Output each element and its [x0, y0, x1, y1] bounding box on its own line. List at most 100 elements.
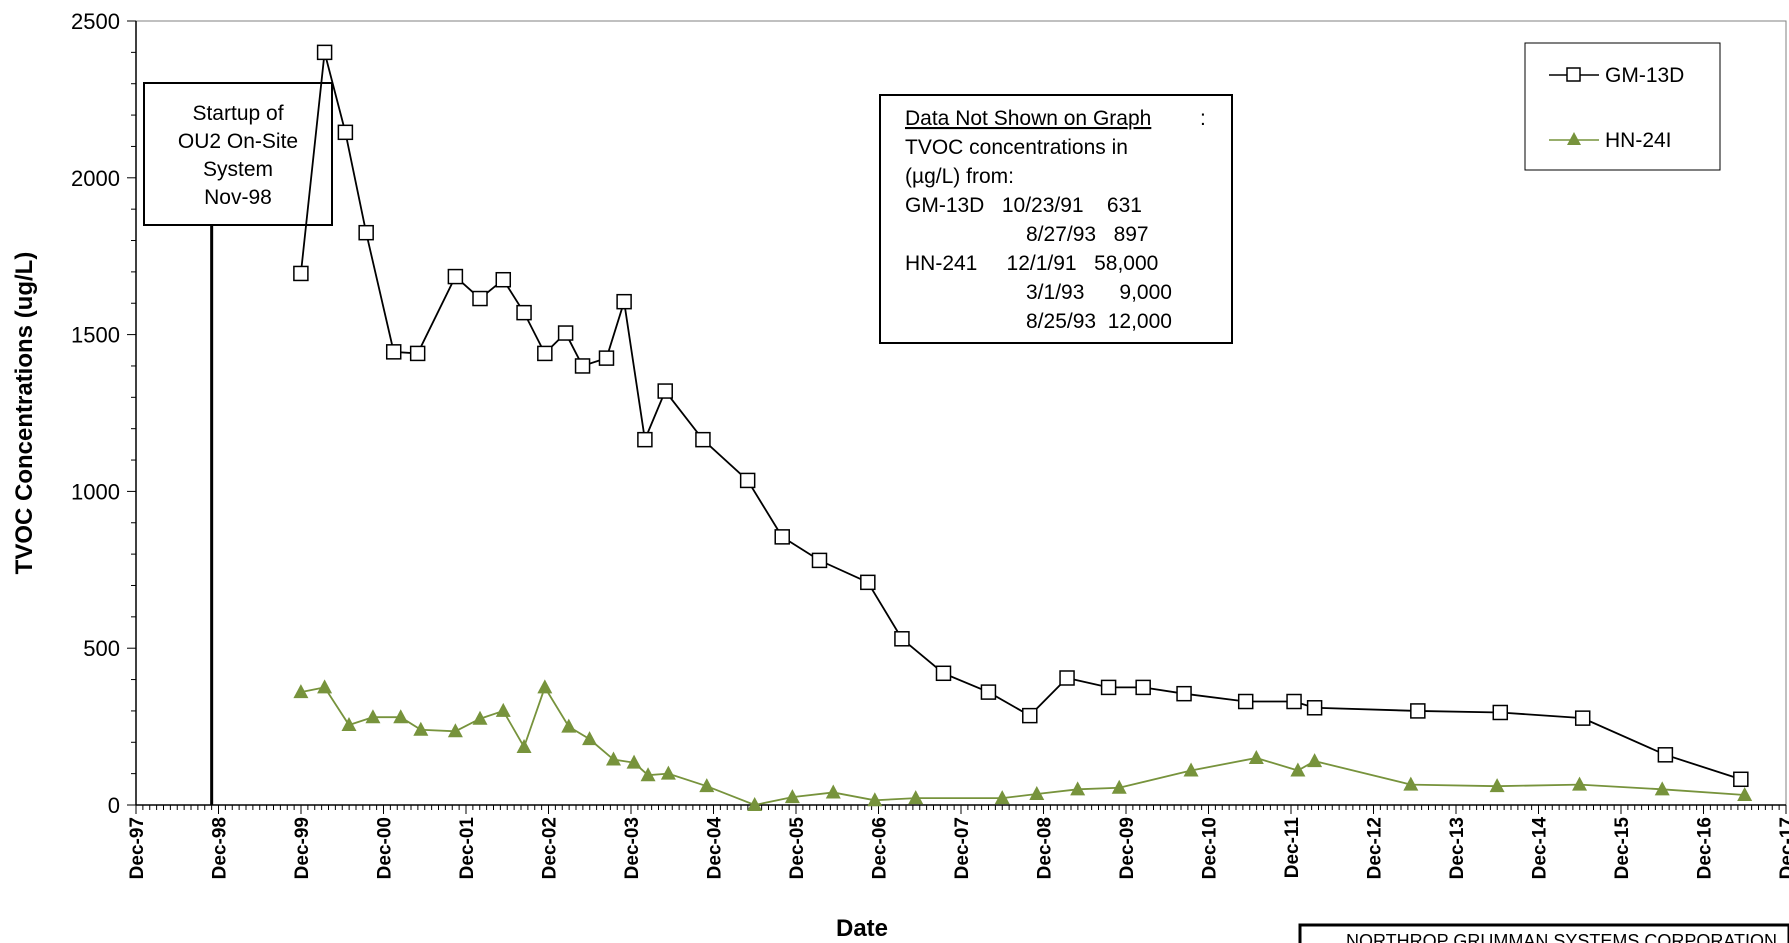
data-point: [495, 271, 512, 288]
data-point: [935, 665, 952, 682]
data-point: [1022, 707, 1038, 724]
data-point: [574, 358, 591, 374]
x-tick-label: Dec-10: [1200, 817, 1221, 879]
x-tick-label: Dec-00: [375, 817, 396, 879]
data-point: [557, 325, 574, 341]
data-point: [1574, 710, 1591, 726]
data-point: [1733, 771, 1749, 788]
legend-marker-gm13d: [1566, 67, 1581, 82]
data-point: [1307, 753, 1323, 768]
data-point: [867, 792, 883, 807]
data-point: [616, 293, 632, 310]
x-tick-label: Dec-11: [1282, 817, 1303, 879]
data-not-shown-heading: Data Not Shown on Graph: [905, 107, 1151, 130]
data-point: [1290, 762, 1306, 777]
data-point: [699, 778, 715, 793]
data-point: [393, 709, 409, 724]
data-not-shown-line-7: 8/25/93 12,000: [1026, 310, 1172, 333]
x-tick-label: Dec-03: [622, 817, 643, 879]
data-point: [472, 710, 488, 725]
data-point: [1492, 704, 1509, 721]
series-layer: [293, 44, 1753, 811]
legend-marker-hn24i: [1567, 132, 1581, 145]
data-point: [605, 751, 621, 766]
data-point: [1737, 786, 1753, 801]
data-point: [774, 529, 790, 545]
y-axis-title: TVOC Concentrations (ug/L): [11, 252, 38, 575]
x-tick-label: Dec-12: [1365, 817, 1386, 879]
x-tick-label: Dec-05: [787, 817, 808, 880]
data-point: [561, 718, 577, 733]
data-point: [1029, 786, 1045, 801]
data-point: [516, 738, 532, 753]
data-point: [739, 472, 756, 489]
data-not-shown-line-1: TVOC concentrations in: [905, 136, 1128, 159]
data-point: [908, 790, 924, 805]
footer-text: NORTHROP GRUMMAN SYSTEMS CORPORATION: [1346, 931, 1777, 943]
data-point: [894, 631, 910, 647]
data-point: [1135, 679, 1151, 696]
x-tick-label: Dec-07: [952, 817, 973, 879]
data-point: [1403, 776, 1419, 791]
x-tick-label: Dec-02: [540, 817, 561, 879]
series-hn-24i: [293, 679, 1753, 811]
legend-label-hn24i: HN-24I: [1605, 129, 1672, 152]
y-axis: 0 500 1000 1500 2000 2500: [71, 9, 137, 818]
data-point: [980, 684, 997, 700]
data-point: [1248, 749, 1264, 764]
startup-line-2: OU2 On-Site: [178, 130, 298, 153]
data-point: [1572, 776, 1588, 791]
y-tick-label: 2000: [71, 166, 120, 191]
data-point: [316, 44, 333, 61]
data-point: [860, 574, 876, 591]
x-tick-label: Dec-98: [210, 817, 231, 879]
data-point: [660, 765, 676, 780]
data-not-shown-line-2: (µg/L) from:: [905, 165, 1014, 188]
data-point: [747, 797, 763, 811]
startup-line-1: Startup of: [192, 102, 283, 125]
data-point: [341, 717, 357, 732]
x-tick-label: Dec-16: [1695, 817, 1716, 879]
data-point: [1070, 781, 1086, 796]
x-tick-label: Dec-04: [705, 817, 726, 880]
data-point: [516, 304, 532, 321]
footer-box: NORTHROP GRUMMAN SYSTEMS CORPORATION: [1298, 923, 1789, 943]
x-tick-label: Dec-97: [127, 817, 148, 879]
startup-annotation: Startup of OU2 On-Site System Nov-98: [143, 82, 333, 226]
data-point: [385, 344, 402, 360]
data-point: [1176, 685, 1192, 702]
data-point: [537, 679, 553, 694]
x-tick-label: Dec-09: [1117, 817, 1138, 879]
y-tick-label: 1500: [71, 323, 120, 348]
data-point: [317, 679, 333, 694]
data-point: [640, 767, 656, 782]
data-point: [1410, 703, 1426, 719]
data-point: [293, 265, 309, 282]
data-point: [495, 702, 511, 717]
data-point: [695, 431, 711, 448]
data-point: [365, 709, 381, 724]
y-tick-label: 500: [83, 636, 120, 661]
data-point: [1654, 781, 1670, 796]
startup-line-4: Nov-98: [204, 186, 272, 209]
x-tick-label: Dec-08: [1035, 817, 1056, 879]
data-not-shown-line-3: GM-13D 10/23/91 631: [905, 194, 1142, 217]
x-tick-label: Dec-06: [870, 817, 891, 879]
data-point: [811, 552, 828, 569]
data-point: [1111, 779, 1127, 794]
data-point: [1657, 747, 1674, 763]
data-not-shown-line-4: 8/27/93 897: [1026, 223, 1149, 246]
data-point: [447, 723, 463, 738]
startup-line-3: System: [203, 158, 273, 181]
data-point: [337, 124, 354, 141]
data-point: [1489, 778, 1505, 793]
data-point: [472, 290, 488, 307]
data-point: [1237, 693, 1254, 710]
data-point: [537, 345, 553, 362]
x-tick-label: Dec-13: [1447, 817, 1468, 879]
data-point: [598, 350, 615, 366]
data-point: [637, 431, 653, 448]
x-tick-label: Dec-99: [292, 817, 313, 879]
y-tick-label: 2500: [71, 9, 120, 34]
data-point: [409, 345, 426, 362]
